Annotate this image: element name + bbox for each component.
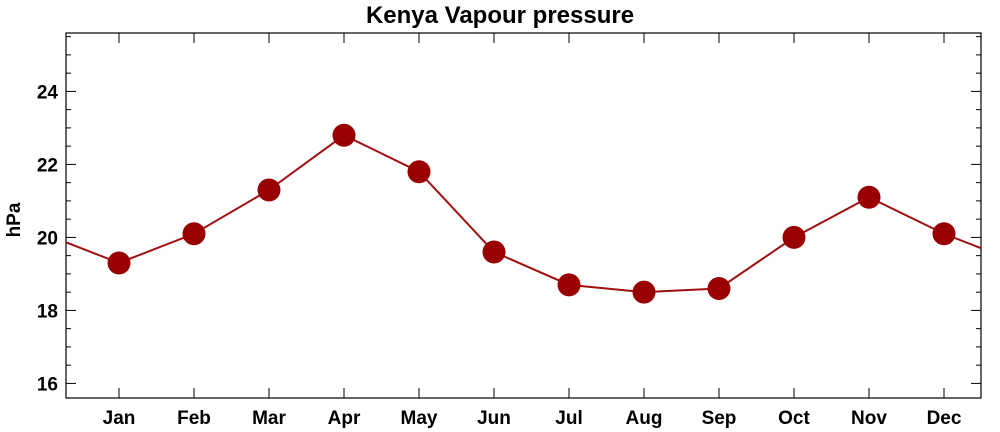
chart-title: Kenya Vapour pressure	[365, 2, 635, 29]
data-point-sep	[707, 277, 731, 300]
data-point-oct	[782, 225, 806, 249]
data-point-apr	[332, 123, 356, 147]
x-tick-label: Jun	[477, 408, 511, 429]
data-point-feb	[182, 222, 206, 246]
data-point-jul	[557, 273, 581, 297]
y-tick-label: 20	[37, 228, 58, 249]
y-tick-label: 24	[37, 82, 59, 103]
y-tick-label: 22	[37, 155, 58, 176]
x-tick-label: Feb	[177, 408, 211, 429]
y-tick-label: 18	[37, 301, 58, 322]
x-tick-label: Dec	[927, 408, 962, 429]
x-tick-label: Nov	[851, 408, 887, 429]
x-tick-label: Mar	[252, 408, 286, 429]
data-point-dec	[932, 222, 956, 246]
x-tick-label: Apr	[328, 408, 361, 429]
x-tick-label: Jan	[103, 408, 136, 429]
data-point-aug	[632, 280, 656, 304]
data-point-mar	[257, 178, 281, 202]
series-line	[65, 134, 982, 294]
x-tick-label: Oct	[778, 408, 810, 429]
data-point-nov	[857, 185, 881, 209]
x-tick-label: Sep	[702, 408, 737, 429]
data-point-jun	[482, 240, 506, 264]
x-tick-label: Jul	[555, 408, 582, 429]
plot-frame	[65, 32, 982, 399]
y-axis-label: hPa	[4, 202, 25, 237]
data-point-may	[407, 160, 431, 184]
x-tick-label: May	[401, 408, 438, 429]
x-tick-label: Aug	[626, 408, 663, 429]
data-point-jan	[107, 251, 131, 275]
y-tick-label: 16	[37, 374, 58, 395]
